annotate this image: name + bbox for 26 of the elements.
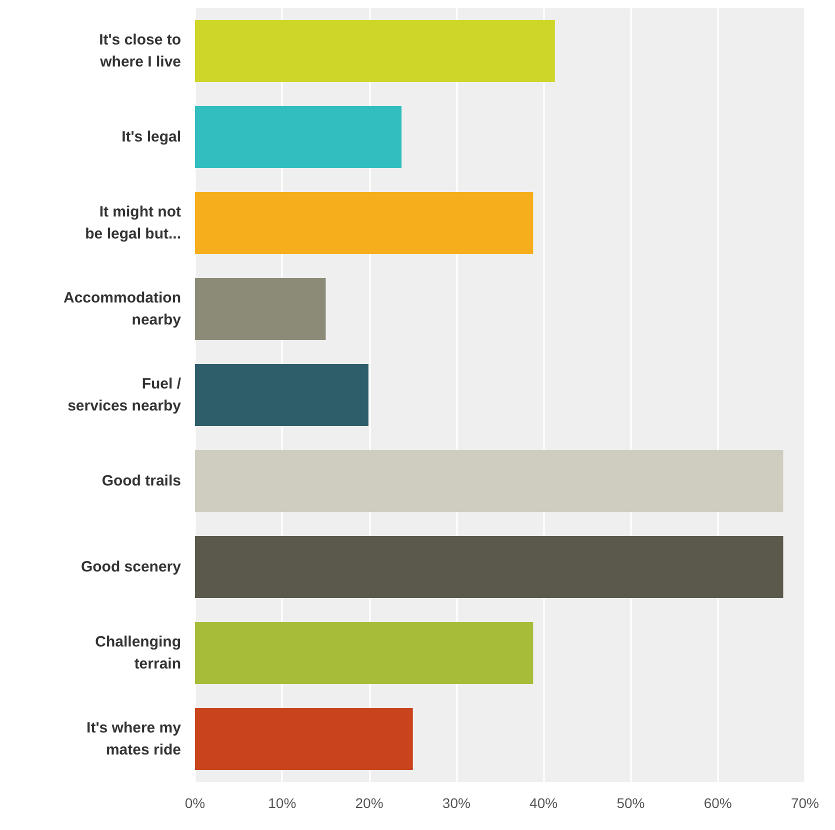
bar xyxy=(195,364,368,426)
x-tick-label: 20% xyxy=(355,795,384,811)
x-tick-label: 60% xyxy=(704,795,732,811)
y-tick-label: It's legal xyxy=(122,128,181,146)
x-tick-label: 70% xyxy=(790,795,820,811)
y-tick-label: It's close to where I live xyxy=(99,32,181,70)
y-tick-label: Challenging terrain xyxy=(95,634,181,672)
y-tick-label: It's where my mates ride xyxy=(86,720,182,758)
bar xyxy=(195,536,784,598)
y-tick-label: Fuel / services nearby xyxy=(68,376,182,414)
y-tick-label: Good trails xyxy=(102,472,181,490)
bar xyxy=(195,278,326,340)
y-tick-label: It might not be legal but... xyxy=(85,204,181,242)
bar xyxy=(195,708,413,770)
bar xyxy=(195,20,555,82)
bar xyxy=(195,450,784,512)
x-tick-label: 40% xyxy=(530,795,558,811)
y-tick-label: Accommodation nearby xyxy=(63,290,182,328)
bar xyxy=(195,622,534,684)
y-tick-label: Good scenery xyxy=(80,558,182,576)
x-tick-label: 0% xyxy=(184,795,206,811)
bar xyxy=(195,106,402,168)
x-tick-label: 50% xyxy=(616,795,645,811)
x-tick-label: 30% xyxy=(442,795,470,811)
x-tick-label: 10% xyxy=(268,795,296,811)
bar xyxy=(195,192,534,254)
